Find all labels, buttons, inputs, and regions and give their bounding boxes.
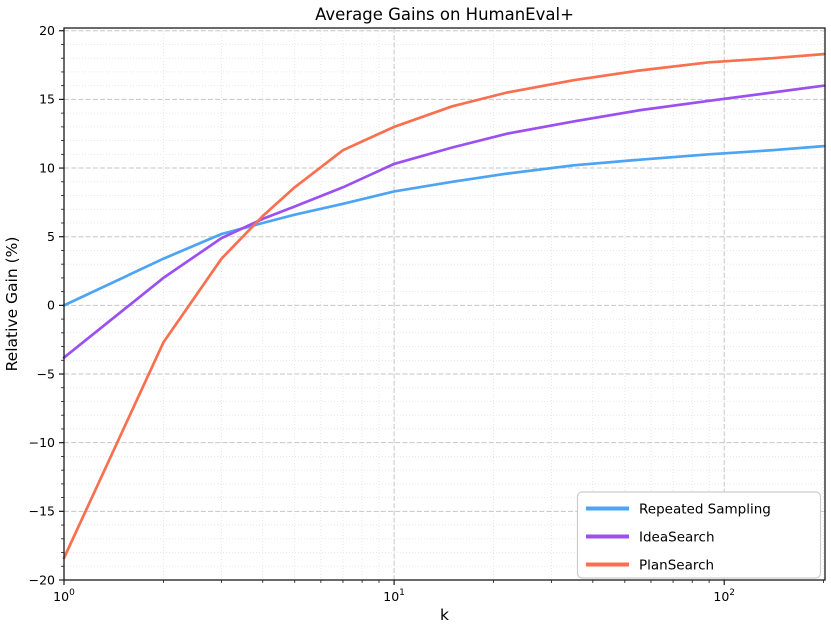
plot-frame	[63, 27, 826, 581]
y-tick-label: 20	[39, 23, 55, 38]
y-tick-label: −15	[29, 504, 55, 519]
legend-item-repeated-sampling: Repeated Sampling	[586, 502, 771, 518]
legend-item-ideasearch: IdeaSearch	[586, 530, 715, 546]
series-line-1	[62, 84, 825, 359]
legend-box	[576, 491, 822, 579]
legend-label-plansearch: PlanSearch	[639, 558, 714, 574]
y-tick-label: 15	[39, 92, 55, 107]
y-tick-label: −20	[29, 572, 55, 587]
y-tick-label: −10	[29, 435, 55, 450]
chart-title: Average Gains on HumanEval+	[315, 5, 574, 24]
y-tick-label: 0	[47, 298, 55, 313]
legend-item-plansearch: PlanSearch	[586, 558, 714, 574]
tick-labels: −20 −15 −10 −5 0 5 10 15 20 100 101 102	[29, 23, 735, 604]
axis-ticks	[59, 30, 824, 585]
series-line-0	[62, 144, 825, 307]
legend: Repeated Sampling IdeaSearch PlanSearch	[576, 491, 822, 579]
y-tick-label: −5	[37, 366, 55, 381]
x-tick-label: 102	[713, 588, 735, 604]
x-tick-label: 100	[53, 588, 75, 604]
y-tick-label: 10	[39, 160, 55, 175]
x-axis-label: k	[440, 606, 449, 624]
series-line-2	[62, 52, 825, 560]
legend-label-ideasearch: IdeaSearch	[639, 530, 715, 546]
y-tick-label: 5	[47, 229, 55, 244]
grid-minor	[64, 28, 825, 580]
x-tick-label: 101	[383, 588, 405, 604]
y-axis-label: Relative Gain (%)	[3, 237, 21, 372]
series-lines	[62, 52, 825, 560]
legend-label-repeated-sampling: Repeated Sampling	[639, 502, 771, 518]
